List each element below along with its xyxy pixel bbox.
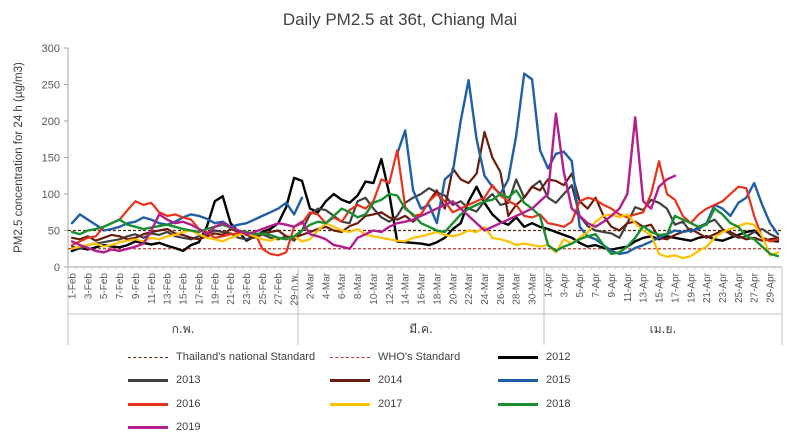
legend-label: 2019 — [176, 421, 201, 433]
x-tick-label: 1-Apr — [543, 272, 554, 297]
x-tick-label: 27-Feb — [274, 273, 285, 305]
legend-item: 2016 — [128, 398, 200, 410]
legend-swatch — [330, 356, 370, 358]
x-tick-label: 23-Apr — [718, 272, 729, 303]
x-tick-label: 21-Apr — [702, 272, 713, 303]
x-tick-label: 26-Mar — [496, 272, 507, 304]
legend-swatch — [498, 402, 538, 406]
series-line-2013 — [70, 178, 780, 250]
x-tick-label: 15-Apr — [655, 272, 666, 303]
legend-swatch — [128, 402, 168, 406]
x-tick-label: 12-Mar — [385, 272, 396, 304]
legend-swatch — [330, 402, 370, 406]
x-tick-label: 3-Feb — [83, 273, 94, 300]
legend-swatch — [128, 356, 168, 358]
month-group-label: มี.ค. — [409, 322, 433, 336]
y-axis-label: PM2.5 concentration for 24 h (µg/m3) — [13, 62, 25, 253]
x-tick-label: 5-Feb — [99, 273, 110, 300]
x-tick-label: 7-Apr — [591, 272, 602, 297]
legend-swatch — [128, 378, 168, 382]
x-tick-label: 5-Apr — [575, 272, 586, 297]
x-tick-label: 15-Feb — [179, 273, 190, 305]
x-tick-label: 19-Feb — [210, 273, 221, 305]
x-tick-label: 4-Mar — [321, 272, 332, 299]
legend-swatch — [128, 425, 168, 429]
x-tick-label: 11-Apr — [623, 272, 634, 302]
legend-item: 2017 — [330, 398, 402, 410]
legend-label: 2012 — [546, 351, 571, 363]
legend-label: WHO's Standard — [378, 351, 461, 363]
legend-item: WHO's Standard — [330, 351, 460, 363]
x-tick-label: 29-ก.พ. — [290, 273, 301, 306]
y-tick-label: 100 — [42, 189, 60, 201]
month-group-label: ก.พ. — [172, 322, 195, 336]
x-tick-label: 9-Apr — [607, 272, 618, 297]
x-tick-label: 25-Apr — [734, 272, 745, 303]
x-tick-label: 25-Feb — [258, 273, 269, 305]
legend-label: 2016 — [176, 398, 201, 410]
month-group-label: เม.ย. — [650, 322, 677, 336]
legend-item: 2014 — [330, 374, 402, 386]
legend-item: 2019 — [128, 421, 200, 433]
x-tick-label: 13-Feb — [163, 273, 174, 305]
x-tick-label: 7-Feb — [115, 273, 126, 300]
x-tick-label: 3-Apr — [559, 272, 570, 297]
legend-item: 2012 — [498, 351, 570, 363]
x-tick-label: 11-Feb — [147, 273, 158, 304]
x-tick-label: 27-Apr — [750, 272, 761, 303]
legend-label: 2014 — [378, 374, 403, 386]
x-tick-label: 28-Mar — [512, 272, 523, 304]
y-tick-label: 200 — [42, 116, 60, 128]
x-tick-label: 23-Feb — [242, 273, 253, 305]
x-tick-label: 24-Mar — [480, 272, 491, 304]
x-tick-label: 30-Mar — [528, 272, 539, 304]
x-tick-label: 8-Mar — [353, 272, 364, 299]
x-tick-label: 29-Apr — [766, 272, 777, 303]
series-line-2016 — [70, 149, 780, 257]
x-tick-label: 1-Feb — [67, 273, 78, 300]
x-tick-label: 13-Apr — [639, 272, 650, 303]
y-tick-label: 150 — [42, 153, 60, 165]
x-tick-label: 6-Mar — [337, 272, 348, 299]
x-tick-label: 16-Mar — [417, 272, 428, 304]
legend-item: 2015 — [498, 374, 570, 386]
legend-swatch — [498, 378, 538, 382]
x-tick-label: 19-Apr — [686, 272, 697, 303]
legend-label: Thailand's national Standard — [176, 351, 316, 363]
x-tick-label: 22-Mar — [464, 272, 475, 304]
legend-label: 2015 — [546, 374, 571, 386]
x-tick-label: 14-Mar — [401, 272, 412, 304]
legend-label: 2017 — [378, 398, 403, 410]
legend-item: 2013 — [128, 374, 200, 386]
legend-swatch — [498, 355, 538, 359]
legend-item: 2018 — [498, 398, 570, 410]
chart-title: Daily PM2.5 at 36t, Chiang Mai — [282, 10, 518, 29]
x-tick-label: 17-Feb — [194, 273, 205, 305]
y-tick-label: 50 — [48, 226, 60, 238]
x-tick-label: 9-Feb — [131, 273, 142, 300]
x-tick-label: 10-Mar — [369, 272, 380, 304]
x-tick-label: 18-Mar — [432, 272, 443, 304]
x-tick-label: 17-Apr — [670, 272, 681, 303]
legend-label: 2013 — [176, 374, 201, 386]
y-tick-label: 0 — [54, 262, 60, 274]
legend-item: Thailand's national Standard — [128, 351, 315, 363]
x-tick-label: 21-Feb — [226, 273, 237, 305]
legend-label: 2018 — [546, 398, 571, 410]
legend-swatch — [330, 378, 370, 382]
series-line-2019 — [70, 112, 677, 254]
y-tick-label: 250 — [42, 80, 60, 92]
y-tick-label: 300 — [42, 43, 60, 55]
series-line-2018 — [70, 189, 780, 258]
x-tick-label: 20-Mar — [448, 272, 459, 304]
x-tick-label: 2-Mar — [305, 272, 316, 299]
